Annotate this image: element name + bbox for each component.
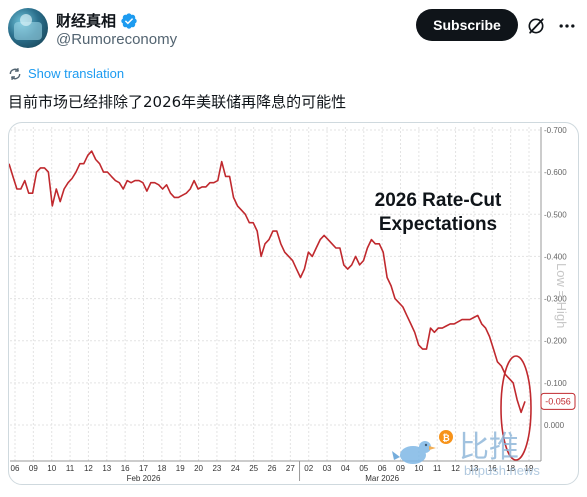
y-tick-label: -0.500 [544, 210, 567, 219]
show-translation-label[interactable]: Show translation [28, 66, 125, 81]
author-handle[interactable]: @Rumoreconomy [56, 31, 178, 48]
x-tick-label: 03 [323, 464, 332, 473]
post-media[interactable]: -0.700 -0.600 -0.500 -0.400 -0.300 -0.200 -0.1… [8, 122, 579, 485]
x-tick-label: 16 [488, 464, 497, 473]
highlight-ellipse [500, 355, 532, 461]
x-tick-label: 24 [231, 464, 240, 473]
annotation-line-1: 2026 Rate-Cut [375, 190, 502, 211]
y-tick-label: -0.400 [544, 252, 567, 261]
bird-icon [392, 441, 436, 464]
x-tick-label: 19 [176, 464, 185, 473]
x-tick-label: 19 [525, 464, 534, 473]
author-name-row: 财经真相 [56, 10, 138, 31]
x-tick-label: 04 [341, 464, 350, 473]
last-value-label: -0.056 [545, 396, 571, 406]
y-tick-label: -0.700 [544, 126, 567, 135]
x-tick-label: 05 [359, 464, 368, 473]
x-tick-label: 12 [451, 464, 460, 473]
translate-icon [9, 67, 21, 80]
y-tick-label: -0.300 [544, 295, 567, 304]
x-tick-label: 18 [157, 464, 166, 473]
watermark: ₿ 比推 bitpush.news [392, 430, 540, 478]
x-tick-label: 02 [304, 464, 313, 473]
author-display-name[interactable]: 财经真相 [56, 12, 117, 30]
month-label: Mar 2026 [365, 474, 399, 483]
annotation-line-2: Expectations [379, 214, 497, 235]
x-tick-label: 10 [414, 464, 423, 473]
x-tick-label: 06 [11, 464, 20, 473]
verified-badge-icon [121, 12, 137, 29]
svg-text:₿: ₿ [442, 433, 449, 444]
month-label: Feb 2026 [127, 474, 161, 483]
x-tick-label: 25 [249, 464, 258, 473]
avatar-icon[interactable] [8, 8, 48, 48]
chart: -0.700 -0.600 -0.500 -0.400 -0.300 -0.200 -0.1… [9, 126, 576, 483]
x-tick-label: 16 [121, 464, 130, 473]
x-tick-label: 12 [84, 464, 93, 473]
x-tick-label: 11 [433, 464, 442, 473]
month-labels: Feb 2026 Mar 2026 [127, 461, 400, 483]
x-tick-label: 27 [286, 464, 295, 473]
bitcoin-icon: ₿ [439, 430, 453, 444]
subscribe-button[interactable]: Subscribe [416, 9, 518, 41]
x-tick-label: 10 [47, 464, 56, 473]
grok-icon[interactable] [526, 16, 546, 36]
y-tick-label: -0.600 [544, 168, 567, 177]
x-axis-ticks: 06 09 10 11 12 13 16 17 18 19 20 23 24 25 26 27 02 03 04 05… [11, 464, 534, 473]
x-tick-label: 20 [194, 464, 203, 473]
post-text: 目前市场已经排除了2026年美联储再降息的可能性 [8, 93, 347, 111]
watermark-brand-en: bitpush.news [464, 463, 540, 478]
x-tick-label: 09 [29, 464, 38, 473]
x-tick-label: 26 [268, 464, 277, 473]
x-tick-label: 18 [506, 464, 515, 473]
x-tick-label: 23 [212, 464, 221, 473]
last-value-tag: -0.056 [540, 392, 576, 410]
chart-grid [10, 127, 542, 462]
x-tick-label: 11 [66, 464, 75, 473]
post-header: 财经真相 @Rumoreconomy Subscribe [0, 0, 587, 62]
y-tick-label: -0.100 [544, 379, 567, 388]
y-tick-label: -0.200 [544, 337, 567, 346]
more-icon[interactable] [556, 16, 578, 36]
show-translation-link[interactable]: Show translation [8, 66, 124, 81]
side-label: Low = High [554, 263, 569, 328]
y-tick-label: 0.000 [544, 421, 565, 430]
series-line [9, 150, 526, 414]
x-tick-label: 09 [396, 464, 405, 473]
watermark-brand-cn: 比推 [459, 430, 519, 465]
x-tick-label: 13 [469, 464, 478, 473]
x-tick-label: 06 [378, 464, 387, 473]
x-tick-label: 17 [139, 464, 148, 473]
y-axis-ticks: -0.700 -0.600 -0.500 -0.400 -0.300 -0.200 -0.1… [544, 126, 567, 430]
x-tick-label: 13 [102, 464, 111, 473]
